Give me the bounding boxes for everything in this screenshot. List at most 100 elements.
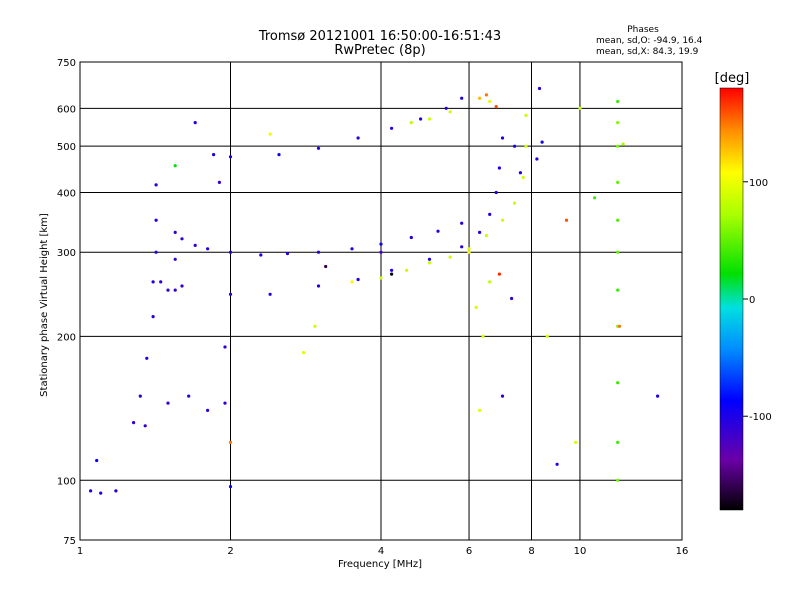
data-point xyxy=(500,394,505,398)
data-point xyxy=(138,394,142,398)
data-point xyxy=(467,247,471,251)
y-tick-label: 400 xyxy=(57,188,76,199)
data-point xyxy=(259,253,263,257)
data-point xyxy=(228,155,233,159)
data-point xyxy=(497,166,501,170)
data-point xyxy=(187,394,191,398)
data-point xyxy=(616,121,620,125)
y-tick-label: 300 xyxy=(57,248,76,259)
colorbar-tick-label: 0 xyxy=(749,295,755,306)
data-point xyxy=(228,440,233,444)
data-point xyxy=(132,421,136,425)
data-point xyxy=(545,334,549,338)
data-point xyxy=(316,146,321,150)
data-points xyxy=(89,86,660,495)
data-point xyxy=(324,264,328,269)
data-point xyxy=(206,247,210,251)
y-tick-label: 100 xyxy=(57,476,76,487)
data-point xyxy=(173,164,177,168)
grid-lines xyxy=(80,62,682,540)
y-tick-label: 600 xyxy=(57,104,76,115)
data-point xyxy=(89,489,93,493)
y-tick-label: 750 xyxy=(57,58,76,69)
data-point xyxy=(390,272,394,276)
data-point xyxy=(537,86,542,91)
colorbar-tick-label: 100 xyxy=(749,178,768,189)
chart-title: Tromsø 20121001 16:50:00-16:51:43 xyxy=(258,29,501,44)
data-point xyxy=(223,345,227,349)
y-tick-label: 200 xyxy=(57,332,76,343)
data-point xyxy=(460,221,464,225)
data-point xyxy=(409,235,413,240)
data-point xyxy=(656,394,660,398)
stats-line-x: mean, sd,X: 84.3, 19.9 xyxy=(596,47,699,57)
data-point xyxy=(228,485,233,489)
data-point xyxy=(316,284,321,288)
x-tick-label: 2 xyxy=(227,546,233,557)
data-point xyxy=(154,183,158,187)
data-point xyxy=(409,121,413,125)
data-point xyxy=(277,153,281,157)
y-tick-label: 500 xyxy=(57,142,76,153)
colorbar-ticks: 100 0 -100 xyxy=(743,178,772,423)
data-point xyxy=(497,272,501,276)
data-point xyxy=(356,136,360,140)
data-point xyxy=(555,462,559,466)
data-point xyxy=(616,180,620,184)
data-point xyxy=(95,458,99,463)
data-point xyxy=(193,243,197,247)
data-point xyxy=(427,257,432,261)
data-point xyxy=(616,218,620,222)
colorbar-label: [deg] xyxy=(715,71,750,86)
data-point xyxy=(390,126,394,130)
data-point xyxy=(427,261,432,265)
data-point xyxy=(574,440,578,444)
data-point xyxy=(405,268,409,272)
data-point xyxy=(535,157,539,161)
y-axis-label: Stationary phase Virtual Height [km] xyxy=(39,213,50,397)
data-point xyxy=(206,408,210,412)
data-point xyxy=(180,284,184,288)
data-point xyxy=(564,218,569,222)
data-point xyxy=(617,324,622,328)
data-point xyxy=(350,247,354,251)
x-tick-label: 10 xyxy=(574,546,587,557)
data-point xyxy=(313,324,317,328)
data-point xyxy=(510,296,514,301)
data-point xyxy=(518,171,523,175)
data-point xyxy=(268,292,272,296)
data-point xyxy=(316,250,321,254)
data-point xyxy=(217,180,221,184)
data-point xyxy=(143,424,147,428)
data-point xyxy=(460,96,464,100)
data-point xyxy=(166,401,170,405)
data-point xyxy=(500,218,505,222)
data-point xyxy=(616,478,620,482)
data-point xyxy=(513,144,517,148)
data-point xyxy=(616,99,620,104)
data-point xyxy=(616,144,620,148)
chart-subtitle: RwPretec (8p) xyxy=(334,43,425,58)
data-point xyxy=(616,288,620,292)
stats-heading: Phases xyxy=(627,25,659,35)
stats-line-o: mean, sd,O: -94.9, 16.4 xyxy=(596,36,703,46)
data-point xyxy=(524,113,528,117)
data-point xyxy=(173,230,177,234)
data-point xyxy=(212,153,216,157)
data-point xyxy=(436,229,440,233)
phase-colorbar: [deg] 100 0 -100 xyxy=(715,71,772,511)
data-point xyxy=(460,245,464,249)
data-point xyxy=(268,132,272,136)
data-point xyxy=(154,250,158,254)
data-point xyxy=(481,334,485,338)
data-point xyxy=(193,121,197,125)
x-tick-label: 4 xyxy=(378,546,384,557)
data-point xyxy=(494,190,498,195)
data-point xyxy=(478,96,482,100)
data-point xyxy=(223,401,227,405)
data-point xyxy=(494,105,498,109)
data-point xyxy=(478,408,482,412)
x-tick-label: 6 xyxy=(466,546,472,557)
data-point xyxy=(540,140,544,144)
